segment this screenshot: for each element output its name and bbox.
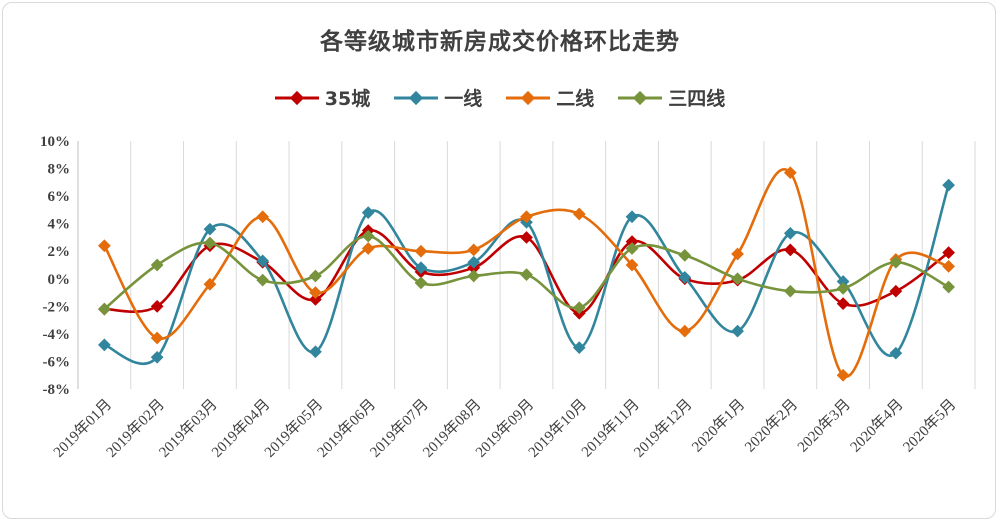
- x-tick-label: 2020年1月: [689, 396, 749, 456]
- data-point: [150, 350, 164, 364]
- data-point: [942, 280, 955, 294]
- data-point: [309, 269, 322, 283]
- data-point: [309, 345, 322, 359]
- data-point: [731, 247, 744, 261]
- data-point: [467, 255, 481, 269]
- legend-swatch-tier34: [618, 90, 663, 105]
- legend-item-tier34: 三四线: [618, 84, 725, 111]
- data-point: [942, 178, 955, 192]
- data-point: [731, 272, 744, 286]
- legend-item-tier2: 二线: [506, 84, 594, 111]
- y-tick-label: 6%: [48, 189, 71, 205]
- y-tick-label: 2%: [48, 244, 71, 260]
- data-point: [361, 229, 375, 243]
- legend-label-tier2: 二线: [556, 88, 595, 110]
- data-point: [467, 269, 481, 283]
- series-line: [103, 184, 950, 366]
- y-tick-label: 8%: [48, 162, 71, 178]
- data-point: [414, 244, 428, 258]
- data-point: [942, 260, 955, 273]
- data-point: [150, 299, 164, 313]
- data-point: [836, 297, 850, 310]
- y-tick-label: 0%: [48, 272, 71, 288]
- data-point: [361, 206, 375, 220]
- x-tick-label: 2020年4月: [847, 396, 907, 456]
- data-point: [150, 331, 164, 345]
- y-tick-label: -8%: [43, 382, 71, 398]
- data-point: [520, 268, 533, 282]
- data-point: [309, 286, 322, 299]
- legend-item-35: 35城: [274, 84, 371, 111]
- data-point: [783, 284, 797, 298]
- data-point: [98, 239, 111, 253]
- series-line: [104, 229, 950, 315]
- data-point: [836, 282, 850, 295]
- data-point: [361, 242, 375, 255]
- data-point: [203, 222, 217, 236]
- data-point: [98, 302, 111, 316]
- data-point: [889, 284, 903, 298]
- legend-swatch-tier1: [394, 90, 439, 105]
- series-line: [103, 168, 949, 378]
- data-point: [572, 207, 586, 221]
- data-point: [256, 210, 270, 224]
- legend-swatch-tier2: [506, 90, 551, 105]
- data-point: [414, 276, 428, 290]
- x-tick-label: 2020年5月: [900, 396, 960, 456]
- y-tick-label: 10%: [40, 134, 70, 150]
- chart-title: 各等级城市新房成交价格环比走势: [320, 29, 680, 55]
- y-tick-label: 4%: [48, 217, 71, 233]
- data-point: [150, 258, 164, 272]
- data-point: [98, 338, 111, 352]
- data-point: [256, 254, 270, 268]
- legend-label-tier34: 三四线: [668, 88, 726, 110]
- x-tick-label: 2020年2月: [741, 396, 801, 456]
- y-tick-label: -4%: [43, 327, 71, 343]
- legend-swatch-35: [274, 90, 319, 105]
- data-point: [203, 236, 217, 250]
- data-point: [783, 243, 797, 257]
- legend-item-tier1: 一线: [394, 84, 482, 111]
- data-point: [203, 277, 217, 291]
- data-point: [678, 324, 692, 338]
- x-tick-label: 2020年3月: [794, 396, 854, 456]
- data-point: [309, 293, 322, 306]
- data-point: [678, 248, 692, 262]
- legend-label-tier1: 一线: [444, 88, 483, 110]
- y-tick-label: -6%: [43, 354, 71, 370]
- y-tick-label: -2%: [43, 299, 71, 315]
- chart-legend: 35城 一线 二线 三四线: [0, 84, 1000, 111]
- data-point: [256, 273, 270, 287]
- data-point: [414, 261, 428, 275]
- legend-label-35: 35城: [324, 88, 371, 110]
- data-point: [467, 243, 481, 257]
